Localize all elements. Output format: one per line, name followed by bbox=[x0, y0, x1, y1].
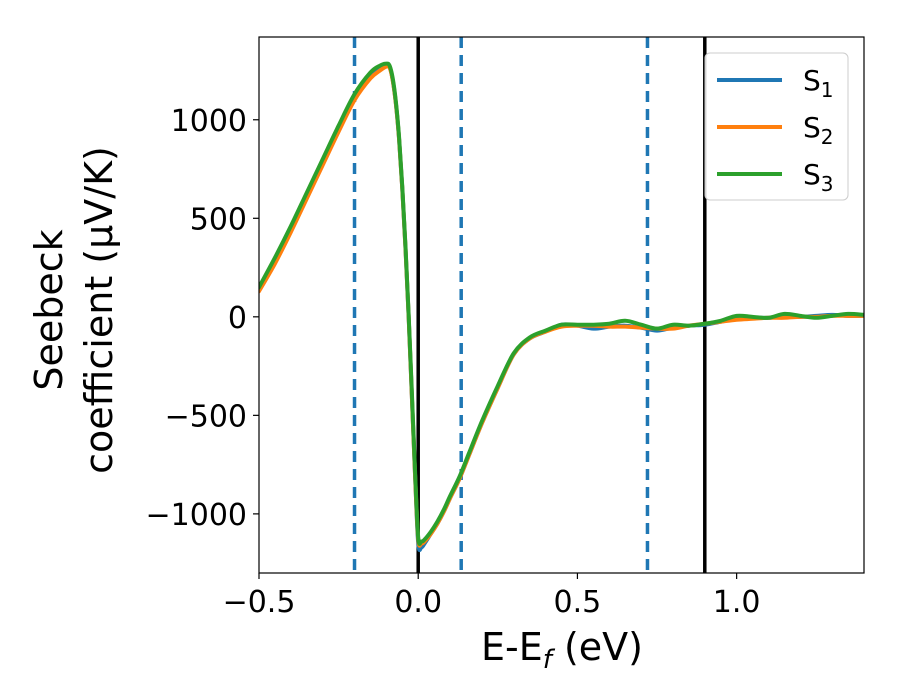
legend: S1 S2 S3 bbox=[704, 52, 849, 201]
x-axis-label: E-Ef (eV) bbox=[481, 625, 643, 675]
legend-label-S3: S3 bbox=[803, 158, 834, 196]
y-tick-label: 500 bbox=[190, 202, 247, 237]
y-tick-label: −500 bbox=[165, 399, 247, 434]
y-axis-ticks: −1000 −500 0 500 1000 bbox=[146, 104, 259, 533]
plot-frame bbox=[258, 36, 865, 574]
x-tick-label: −0.5 bbox=[223, 585, 296, 620]
legend-label-S1: S1 bbox=[803, 64, 834, 102]
y-tick-label: 0 bbox=[228, 301, 247, 336]
series-lines bbox=[259, 61, 864, 553]
series-line-S3 bbox=[259, 61, 864, 546]
y-axis-label-line2: coefficient (μV/K) bbox=[77, 146, 121, 474]
x-tick-label: 0.0 bbox=[394, 585, 442, 620]
x-tick-label: 1.0 bbox=[713, 585, 761, 620]
x-axis-ticks: −0.5 0.0 0.5 1.0 bbox=[223, 573, 761, 620]
y-axis-label-line1: Seebeck bbox=[27, 229, 71, 390]
x-tick-label: 0.5 bbox=[554, 585, 602, 620]
y-tick-label: 1000 bbox=[171, 104, 247, 139]
y-tick-label: −1000 bbox=[146, 498, 247, 533]
legend-label-S2: S2 bbox=[803, 111, 834, 149]
